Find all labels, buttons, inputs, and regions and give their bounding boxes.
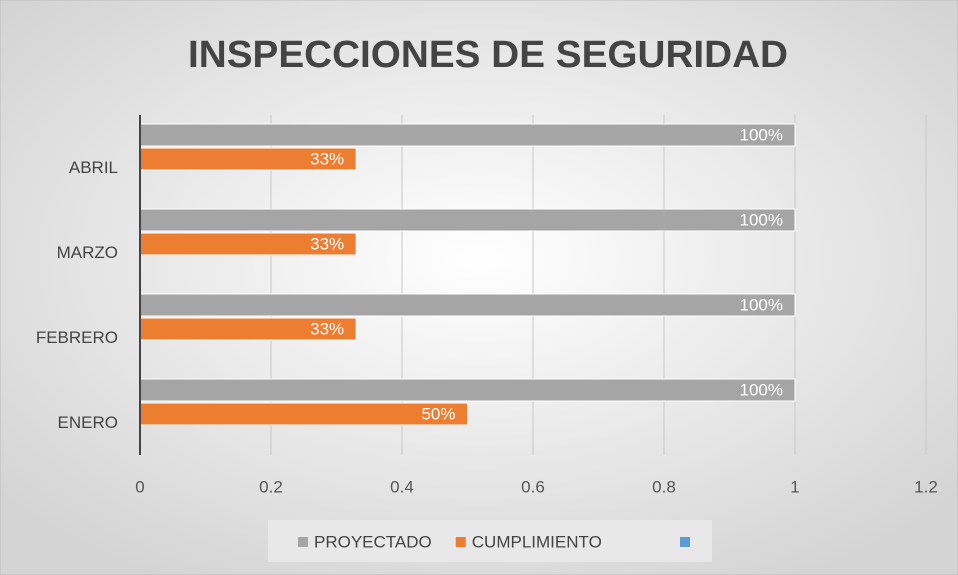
legend-label: PROYECTADO [314, 532, 432, 551]
x-tick-label: 0.2 [259, 477, 283, 496]
value-label: 100% [740, 380, 783, 399]
bar [139, 123, 796, 147]
bar [139, 208, 796, 232]
y-tick-label: ABRIL [69, 158, 118, 177]
y-tick-label: MARZO [57, 243, 118, 262]
x-tick-label: 1.2 [914, 477, 938, 496]
legend-swatch [455, 537, 466, 547]
bar [139, 378, 796, 402]
value-label: 33% [310, 149, 344, 168]
x-tick-label: 0.6 [521, 477, 545, 496]
value-label: 100% [740, 210, 783, 229]
legend-swatch [298, 537, 308, 547]
bar [139, 402, 468, 426]
bar [139, 293, 796, 317]
legend-swatch [680, 537, 690, 547]
value-label: 50% [421, 404, 455, 423]
value-label: 33% [310, 234, 344, 253]
x-tick-label: 0.4 [390, 477, 414, 496]
y-tick-label: ENERO [58, 413, 118, 432]
value-label: 100% [740, 295, 783, 314]
x-tick-label: 0.8 [652, 477, 676, 496]
chart-title: INSPECCIONES DE SEGURIDAD [188, 34, 788, 76]
x-tick-label: 1 [790, 477, 799, 496]
y-tick-label: FEBRERO [36, 328, 118, 347]
x-tick-label: 0 [135, 477, 144, 496]
legend-box [268, 520, 712, 562]
value-label: 100% [740, 125, 783, 144]
value-label: 33% [310, 319, 344, 338]
legend-label: CUMPLIMIENTO [472, 532, 602, 551]
